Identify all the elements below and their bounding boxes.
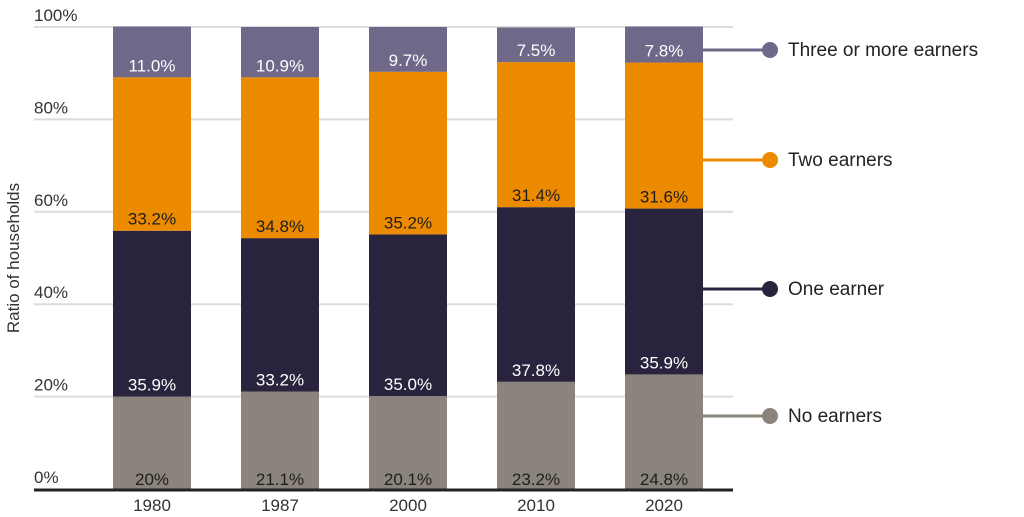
- legend-marker: [762, 408, 778, 424]
- data-label: 35.9%: [640, 353, 688, 372]
- bar-segment: [241, 391, 319, 489]
- x-tick-label: 2020: [645, 496, 683, 512]
- bar-segment: [369, 234, 447, 397]
- x-tick-label: 2000: [389, 496, 427, 512]
- y-tick-label: 100%: [34, 6, 77, 25]
- legend-label: Three or more earners: [788, 40, 978, 61]
- bar-segment: [497, 381, 575, 489]
- x-tick-label: 1987: [261, 496, 299, 512]
- data-label: 11.0%: [129, 56, 176, 75]
- legend-marker: [762, 42, 778, 58]
- bar-segment: [241, 77, 319, 239]
- bar-segment: [625, 62, 703, 209]
- data-label: 23.2%: [512, 470, 560, 489]
- bar-segment: [369, 27, 447, 72]
- data-label: 35.2%: [384, 213, 432, 232]
- data-label: 35.9%: [128, 376, 176, 395]
- legend-label: No earners: [788, 406, 882, 427]
- y-tick-label: 80%: [34, 98, 68, 117]
- data-label: 31.6%: [640, 188, 688, 207]
- bar-segment: [113, 396, 191, 489]
- data-label: 7.8%: [645, 42, 684, 61]
- x-tick-label: 2010: [517, 496, 555, 512]
- data-label: 10.9%: [256, 56, 304, 75]
- y-tick-label: 60%: [34, 191, 68, 210]
- data-label: 33.2%: [128, 210, 176, 229]
- data-label: 20%: [135, 470, 169, 489]
- data-label: 7.5%: [517, 41, 556, 60]
- bar-segment: [497, 207, 575, 382]
- bar-segment: [369, 71, 447, 235]
- y-axis-label: Ratio of households: [4, 183, 23, 333]
- data-label: 21.1%: [256, 470, 304, 489]
- bar-segment: [625, 374, 703, 489]
- bar-segment: [497, 27, 575, 63]
- bar-segment: [625, 208, 703, 375]
- bar-segment: [113, 230, 191, 397]
- bar-segment: [497, 62, 575, 208]
- legend-label: One earner: [788, 279, 885, 300]
- bar-segment: [113, 26, 191, 78]
- legend-label: Two earners: [788, 150, 893, 171]
- bar-segment: [113, 77, 191, 231]
- bar-segment: [241, 238, 319, 392]
- data-label: 37.8%: [512, 361, 560, 380]
- legend-marker: [762, 281, 778, 297]
- data-label: 20.1%: [384, 470, 432, 489]
- y-tick-label: 20%: [34, 376, 68, 395]
- data-label: 33.2%: [256, 371, 304, 390]
- bar-segment: [369, 396, 447, 489]
- data-label: 35.0%: [384, 375, 432, 394]
- bar-segment: [241, 27, 319, 78]
- data-label: 24.8%: [640, 470, 688, 489]
- data-label: 9.7%: [389, 51, 428, 70]
- x-tick-label: 1980: [133, 496, 171, 512]
- legend-marker: [762, 152, 778, 168]
- y-tick-label: 0%: [34, 468, 59, 487]
- data-label: 31.4%: [512, 186, 560, 205]
- data-label: 34.8%: [256, 217, 304, 236]
- bar-segment: [625, 26, 703, 63]
- y-tick-label: 40%: [34, 283, 68, 302]
